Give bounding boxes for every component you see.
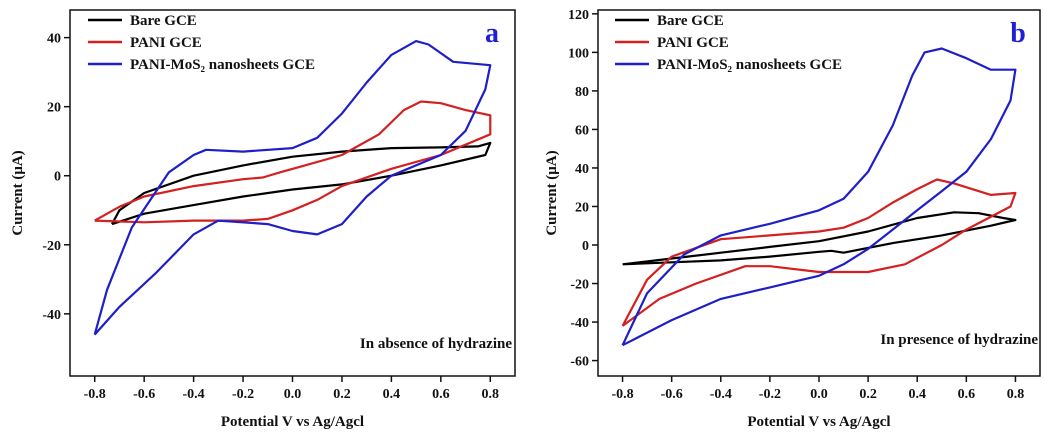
panel-label: b (1010, 18, 1026, 49)
y-tick-label: 20 (47, 101, 61, 116)
x-tick-label: 0.4 (908, 387, 926, 402)
series-line-pani-mos-nanosheets-gce (93, 40, 492, 336)
x-tick-label: -0.6 (661, 387, 683, 402)
x-tick-label: -0.4 (183, 387, 205, 402)
series-line-pani-mos-nanosheets-gce (621, 47, 1017, 347)
legend-label: PANI-MoS₂ nanosheets GCE (130, 57, 315, 73)
legend-label: PANI-MoS₂ nanosheets GCE (657, 57, 842, 73)
series-line-pani-gce (621, 178, 1017, 327)
x-tick-label: 0.6 (958, 387, 976, 402)
y-tick-label: 40 (47, 32, 61, 47)
x-tick-label: 0.8 (1007, 387, 1025, 402)
x-tick-label: -0.8 (611, 387, 633, 402)
x-tick-label: -0.2 (759, 387, 781, 402)
series-line-bare-gce (622, 211, 1017, 266)
y-tick-label: -40 (42, 308, 61, 323)
x-axis-label: Potential V vs Ag/Agcl (747, 414, 890, 430)
y-tick-label: -20 (570, 278, 589, 293)
legend-label: PANI GCE (130, 35, 202, 51)
y-tick-label: 60 (575, 123, 589, 138)
panel-b-chart: -0.8 -0.6 -0.4 -0.2 0.0 0.2 0.4 0.6 0.8 -60 -40 -20… (544, 8, 1041, 430)
legend-label: PANI GCE (657, 35, 729, 51)
condition-annotation: In absence of hydrazine (360, 336, 512, 352)
x-tick-label: 0.0 (284, 387, 302, 402)
x-axis-label: Potential V vs Ag/Agcl (221, 414, 364, 430)
series-line-bare-gce (111, 141, 492, 226)
x-tick-label: -0.8 (84, 387, 106, 402)
x-tick-label: 0.6 (432, 387, 450, 402)
condition-annotation: In presence of hydrazine (880, 332, 1038, 348)
y-tick-label: -40 (570, 316, 589, 331)
y-tick-label: -20 (42, 239, 61, 254)
y-axis-label: Current (μA) (10, 150, 26, 235)
x-tick-label: -0.6 (133, 387, 155, 402)
panel-label: a (485, 18, 499, 49)
y-tick-label: 0 (582, 239, 589, 254)
y-axis-label: Current (μA) (544, 150, 560, 235)
x-tick-label: 0.4 (383, 387, 401, 402)
legend-label: Bare GCE (657, 13, 724, 29)
x-tick-label: 0.0 (810, 387, 828, 402)
y-tick-label: 0 (54, 170, 61, 185)
panel-a-chart: -0.8 -0.6 -0.4 -0.2 0.0 0.2 0.4 0.6 0.8 -40 -20 0 20… (10, 9, 516, 430)
y-tick-label: 80 (575, 85, 589, 100)
x-tick-label: 0.8 (482, 387, 500, 402)
y-tick-label: -60 (570, 355, 589, 370)
x-tick-label: -0.2 (232, 387, 254, 402)
legend-label: Bare GCE (130, 13, 197, 29)
x-tick-label: 0.2 (859, 387, 877, 402)
y-tick-label: 100 (568, 46, 589, 61)
series-line-pani-gce (94, 100, 492, 224)
x-tick-label: -0.4 (710, 387, 732, 402)
x-tick-label: 0.2 (333, 387, 351, 402)
y-tick-label: 40 (575, 162, 589, 177)
y-tick-label: 120 (568, 8, 589, 23)
y-tick-label: 20 (575, 200, 589, 215)
